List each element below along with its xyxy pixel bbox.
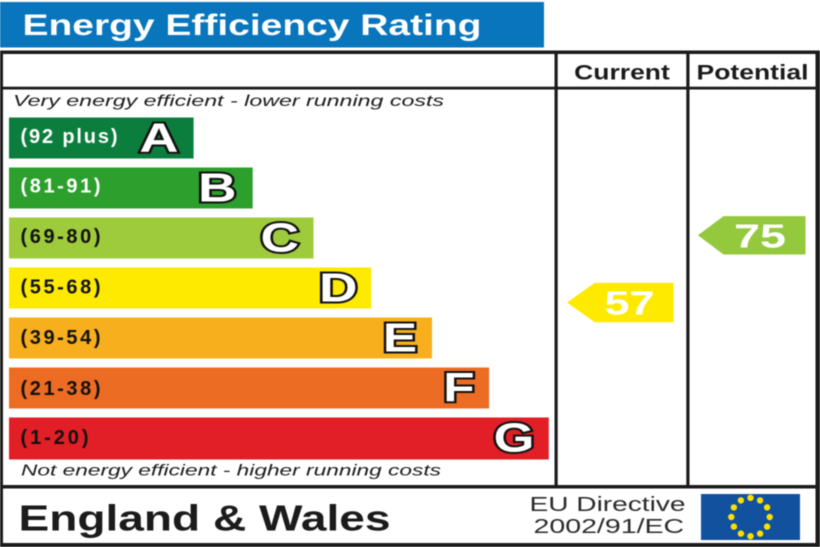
svg-text:Potential: Potential <box>697 60 809 84</box>
svg-text:G: G <box>494 414 535 460</box>
svg-text:(39-54): (39-54) <box>21 327 101 349</box>
svg-text:England & Wales: England & Wales <box>19 498 391 539</box>
svg-text:(81-91): (81-91) <box>21 175 101 197</box>
svg-text:Energy Efficiency Rating: Energy Efficiency Rating <box>23 9 482 42</box>
svg-text:D: D <box>319 265 357 311</box>
svg-text:E: E <box>383 314 417 360</box>
svg-text:(55-68): (55-68) <box>21 277 101 299</box>
svg-text:2002/91/EC: 2002/91/EC <box>534 516 685 538</box>
svg-text:57: 57 <box>605 285 655 322</box>
svg-text:Current: Current <box>574 60 670 84</box>
svg-text:(1-20): (1-20) <box>21 427 89 449</box>
svg-text:Very energy efficient - lower: Very energy efficient - lower running co… <box>13 93 444 110</box>
svg-text:C: C <box>261 215 299 261</box>
svg-text:EU Directive: EU Directive <box>530 494 686 516</box>
svg-text:(92 plus): (92 plus) <box>21 126 118 148</box>
svg-text:75: 75 <box>734 217 786 254</box>
svg-text:F: F <box>443 364 474 410</box>
svg-text:(69-80): (69-80) <box>21 226 101 248</box>
svg-text:B: B <box>198 165 236 211</box>
svg-text:(21-38): (21-38) <box>21 378 101 400</box>
svg-text:A: A <box>139 116 178 161</box>
svg-text:Not energy efficient - higher: Not energy efficient - higher running co… <box>21 463 441 480</box>
